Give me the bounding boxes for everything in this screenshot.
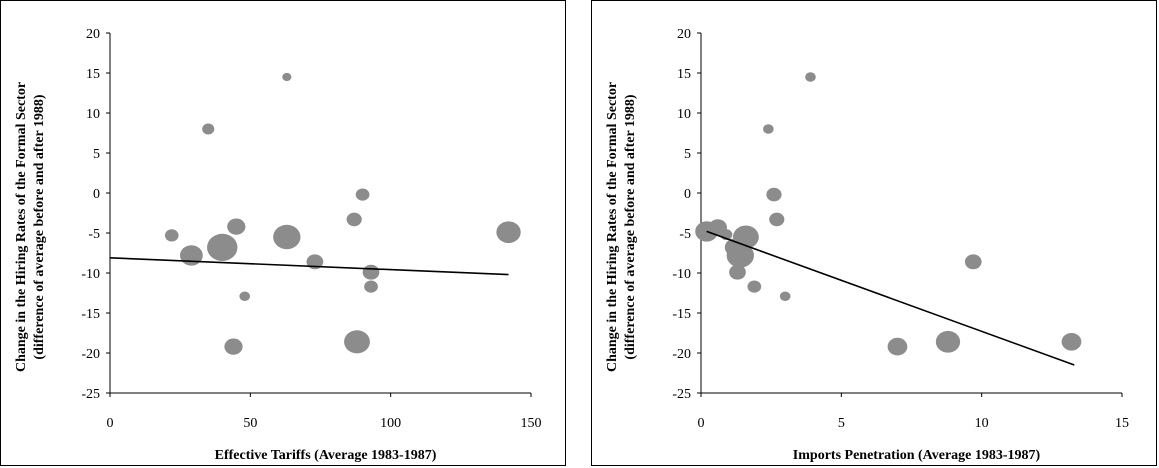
- data-point: [766, 187, 782, 202]
- data-point: [887, 337, 908, 356]
- data-point: [273, 224, 301, 250]
- y-tick-label: 20: [677, 27, 691, 42]
- x-axis-title: Effective Tariffs (Average 1983-1987): [215, 448, 437, 463]
- y-tick-label: -10: [81, 267, 100, 282]
- data-point: [164, 229, 179, 242]
- chart-panel-tariffs: 20 15 10 5 0 -5 -10 -15 -20 -25 0 50 100 150 Effective…: [0, 0, 566, 466]
- y-tick-label: 5: [684, 147, 691, 162]
- y-tick-label: 10: [677, 107, 691, 122]
- data-point: [496, 221, 521, 244]
- data-point: [202, 123, 215, 135]
- data-point: [1061, 332, 1082, 351]
- x-tick-label: 0: [698, 416, 705, 431]
- x-tick-label: 10: [975, 416, 989, 431]
- x-tick-label: 0: [107, 416, 114, 431]
- data-point: [763, 124, 774, 134]
- y-tick-label: 5: [93, 147, 100, 162]
- data-point: [779, 291, 791, 301]
- y-tick-label: -20: [672, 347, 691, 362]
- x-axis-title: Imports Penetration (Average 1983-1987): [793, 448, 1041, 463]
- data-point: [207, 233, 238, 261]
- data-point: [362, 264, 380, 280]
- data-point: [729, 264, 746, 280]
- data-point: [805, 72, 816, 82]
- data-point: [964, 254, 982, 270]
- x-tick-label: 150: [521, 416, 542, 431]
- y-tick-label: -25: [81, 387, 100, 402]
- trend-line: [109, 257, 509, 276]
- y-tick-label: 10: [86, 107, 100, 122]
- y-tick-label: -5: [679, 227, 691, 242]
- x-tick-label: 50: [243, 416, 257, 431]
- y-tick-label: -15: [672, 307, 691, 322]
- y-tick-label: 15: [677, 67, 691, 82]
- x-tick-label: 5: [838, 416, 845, 431]
- y-tick-label: -25: [672, 387, 691, 402]
- y-tick-label: -15: [81, 307, 100, 322]
- y-axis-title-line1: Change in the Hiring Rates of the Formal…: [14, 82, 29, 372]
- data-point: [769, 212, 785, 227]
- y-tick-label: -10: [672, 267, 691, 282]
- data-point: [935, 330, 961, 353]
- y-tick-label: 20: [86, 27, 100, 42]
- chart-panel-imports: 20 15 10 5 0 -5 -10 -15 -20 -25 0 5 10 15 Imports Pene…: [591, 0, 1157, 466]
- data-point: [364, 280, 378, 293]
- trend-line: [706, 230, 1075, 366]
- x-tick-label: 15: [1115, 416, 1129, 431]
- data-point: [726, 243, 754, 268]
- y-tick-label: 0: [684, 187, 691, 202]
- x-tick-label: 100: [380, 416, 401, 431]
- y-axis-title-line2: (difference of average before and after …: [623, 94, 638, 359]
- data-point: [747, 280, 762, 293]
- y-tick-label: 0: [93, 187, 100, 202]
- y-axis-title-line2: (difference of average before and after …: [32, 94, 47, 359]
- y-tick-label: -20: [81, 347, 100, 362]
- data-point: [344, 330, 370, 354]
- y-tick-label: 15: [86, 67, 100, 82]
- data-point: [282, 72, 292, 82]
- data-point: [224, 338, 243, 355]
- data-point: [355, 188, 370, 201]
- y-axis-title-line1: Change in the Hiring Rates of the Formal…: [605, 82, 620, 372]
- y-tick-label: -5: [88, 227, 100, 242]
- data-point: [179, 245, 203, 266]
- data-point: [239, 291, 251, 301]
- data-point: [346, 212, 362, 227]
- data-point: [227, 218, 246, 235]
- scatter-chart-imports: 20 15 10 5 0 -5 -10 -15 -20 -25 0 5 10 15 Imports Pene…: [605, 27, 1129, 463]
